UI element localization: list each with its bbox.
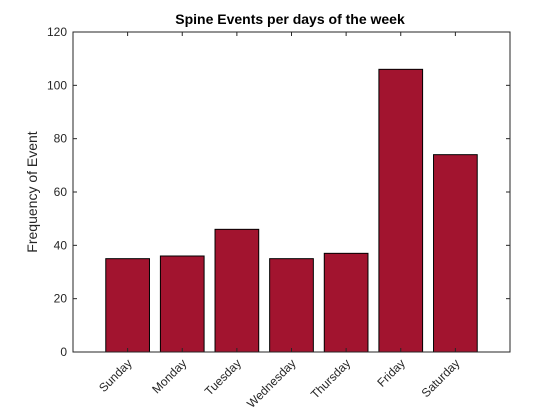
- y-axis-label: Frequency of Event: [24, 131, 40, 253]
- y-tick-label: 0: [60, 345, 67, 359]
- bar-thursday: [323, 252, 369, 353]
- chart-title: Spine Events per days of the week: [175, 11, 405, 27]
- y-tick-label: 40: [54, 238, 68, 252]
- bar-saturday: [433, 154, 478, 353]
- y-tick-label: 60: [54, 185, 68, 199]
- y-tick-label: 120: [47, 25, 67, 39]
- bar-friday: [378, 68, 424, 353]
- y-tick-label: 100: [47, 78, 67, 92]
- plot-area: 0 20 40 60 80 100 120 Sunday Monday Tuesday Wednes…: [47, 25, 511, 411]
- x-tick-label-saturday: Saturday: [419, 356, 463, 400]
- bar-monday: [159, 255, 205, 353]
- x-tick-label-sunday: Sunday: [96, 356, 135, 395]
- bar-wednesday: [269, 258, 314, 353]
- bar-sunday: [105, 258, 150, 353]
- x-tick-label-friday: Friday: [374, 356, 407, 389]
- bar-tuesday: [214, 228, 260, 353]
- y-tick-label: 80: [54, 132, 68, 146]
- x-tick-label-monday: Monday: [149, 356, 189, 396]
- x-tick-label-tuesday: Tuesday: [202, 356, 244, 398]
- y-tick-label: 20: [54, 292, 68, 306]
- x-tick-label-thursday: Thursday: [308, 356, 353, 401]
- x-tick-label-wednesday: Wednesday: [244, 356, 299, 411]
